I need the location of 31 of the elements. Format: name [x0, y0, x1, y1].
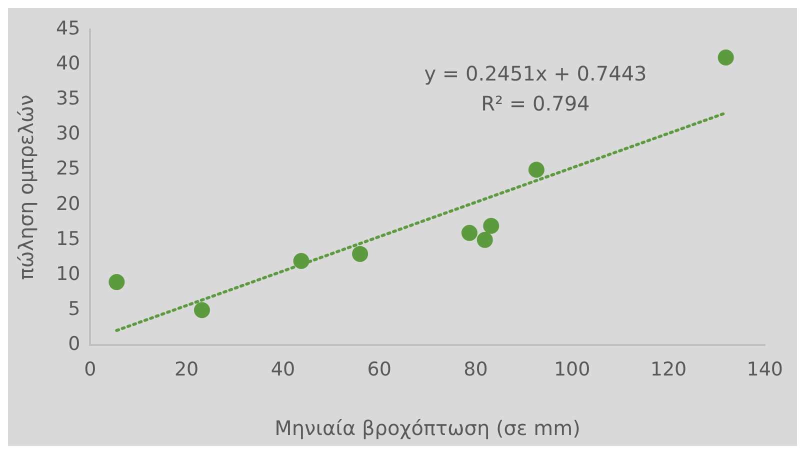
y-axis-title: πώληση ομπρελών: [14, 94, 38, 280]
x-tick-label: 40: [270, 358, 296, 381]
x-tick-label: 60: [367, 358, 392, 381]
point: [476, 232, 493, 248]
y-tick-label: 20: [56, 192, 80, 215]
y-tick-label: 0: [68, 333, 80, 356]
x-axis-title: Μηνιαία βροχόπτωση (σε mm): [274, 416, 580, 440]
annotation: R² = 0.794: [481, 92, 590, 116]
point: [718, 49, 734, 66]
point: [194, 302, 210, 318]
y-tick-label: 5: [68, 298, 80, 320]
point: [293, 252, 310, 269]
y-tick-label: 45: [56, 17, 80, 40]
y-tick-label: 25: [56, 158, 80, 180]
annotation: y = 0.2451x + 0.7443: [424, 62, 647, 86]
x-tick-label: 100: [554, 358, 590, 381]
y-tick-label: 15: [56, 228, 80, 250]
point: [461, 224, 478, 241]
x-tick-label: 20: [174, 358, 199, 381]
point: [528, 162, 544, 178]
point: [483, 218, 500, 234]
y-tick-label: 30: [56, 122, 80, 145]
point: [108, 274, 125, 290]
y-tick-label: 40: [56, 52, 80, 74]
x-tick-label: 120: [650, 358, 687, 381]
x-tick-label: 140: [746, 358, 783, 381]
x-tick-label: 0: [84, 358, 96, 381]
y-tick-label: 10: [56, 262, 80, 285]
point: [352, 246, 368, 262]
x-tick-label: 80: [464, 358, 488, 381]
y-tick-label: 35: [56, 88, 80, 110]
